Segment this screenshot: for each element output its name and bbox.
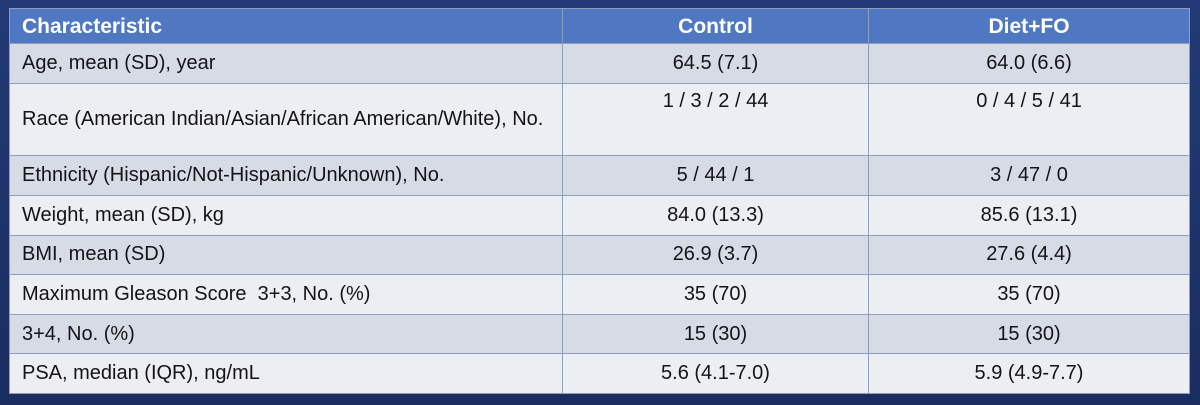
control-value: 84.0 (13.3) xyxy=(562,194,869,236)
diet-fo-value: 0 / 4 / 5 / 41 xyxy=(868,82,1190,157)
header-characteristic: Characteristic xyxy=(9,8,563,44)
table-body: Age, mean (SD), year 64.5 (7.1) 64.0 (6.… xyxy=(9,43,1190,394)
control-value: 26.9 (3.7) xyxy=(562,234,869,276)
row-label: Maximum Gleason Score 3+3, No. (%) xyxy=(9,274,563,315)
row-label: BMI, mean (SD) xyxy=(9,234,563,276)
diet-fo-value: 5.9 (4.9-7.7) xyxy=(868,353,1190,394)
table-row: Age, mean (SD), year 64.5 (7.1) 64.0 (6.… xyxy=(9,43,1190,84)
control-value: 35 (70) xyxy=(562,274,869,315)
table-row: 3+4, No. (%) 15 (30) 15 (30) xyxy=(9,313,1190,355)
header-diet-fo: Diet+FO xyxy=(868,8,1190,44)
table-row: Ethnicity (Hispanic/Not-Hispanic/Unknown… xyxy=(9,155,1190,196)
control-value: 64.5 (7.1) xyxy=(562,43,869,84)
diet-fo-value: 64.0 (6.6) xyxy=(868,43,1190,84)
table-row: Maximum Gleason Score 3+3, No. (%) 35 (7… xyxy=(9,274,1190,315)
table-row: Weight, mean (SD), kg 84.0 (13.3) 85.6 (… xyxy=(9,194,1190,236)
header-row: Characteristic Control Diet+FO xyxy=(9,8,1190,44)
row-label: Age, mean (SD), year xyxy=(9,43,563,84)
row-label: PSA, median (IQR), ng/mL xyxy=(9,353,563,394)
diet-fo-value: 3 / 47 / 0 xyxy=(868,155,1190,196)
header-control: Control xyxy=(562,8,869,44)
diet-fo-value: 15 (30) xyxy=(868,313,1190,355)
table-row: BMI, mean (SD) 26.9 (3.7) 27.6 (4.4) xyxy=(9,234,1190,276)
row-label: Race (American Indian/Asian/African Amer… xyxy=(9,82,563,157)
table-row: Race (American Indian/Asian/African Amer… xyxy=(9,82,1190,157)
diet-fo-value: 35 (70) xyxy=(868,274,1190,315)
table-header: Characteristic Control Diet+FO xyxy=(9,8,1190,44)
row-label: 3+4, No. (%) xyxy=(9,313,563,355)
row-label: Ethnicity (Hispanic/Not-Hispanic/Unknown… xyxy=(9,155,563,196)
row-label: Weight, mean (SD), kg xyxy=(9,194,563,236)
control-value: 5 / 44 / 1 xyxy=(562,155,869,196)
control-value: 5.6 (4.1-7.0) xyxy=(562,353,869,394)
control-value: 15 (30) xyxy=(562,313,869,355)
characteristics-table: Characteristic Control Diet+FO Age, mean… xyxy=(9,8,1190,394)
diet-fo-value: 27.6 (4.4) xyxy=(868,234,1190,276)
control-value: 1 / 3 / 2 / 44 xyxy=(562,82,869,157)
diet-fo-value: 85.6 (13.1) xyxy=(868,194,1190,236)
table-row: PSA, median (IQR), ng/mL 5.6 (4.1-7.0) 5… xyxy=(9,353,1190,394)
